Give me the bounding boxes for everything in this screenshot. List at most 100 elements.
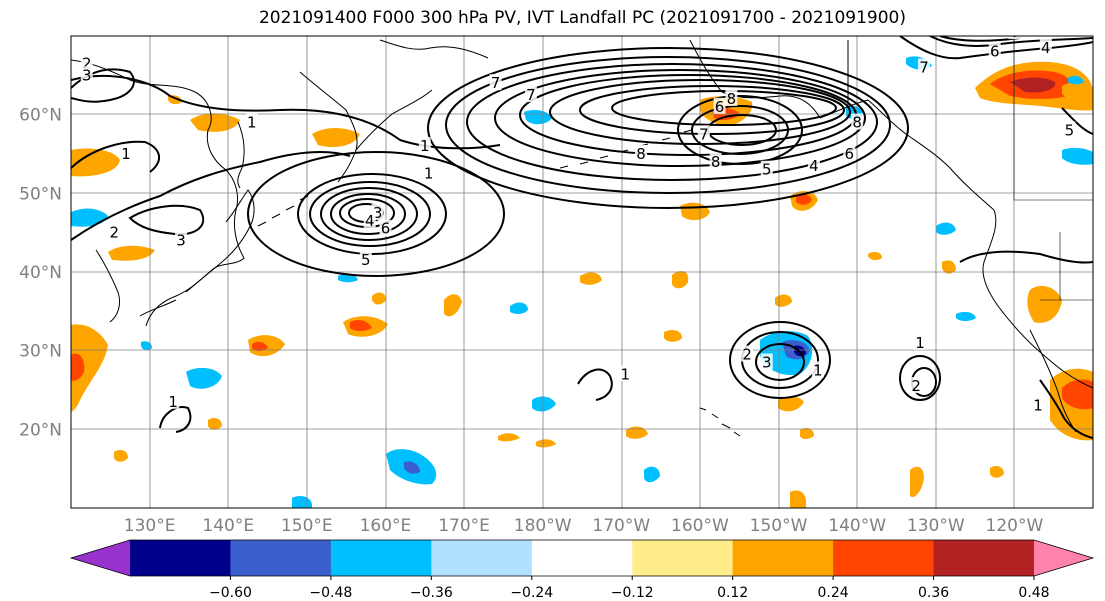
- contour-label-background: [167, 392, 180, 409]
- contour-label-background: [1039, 38, 1052, 55]
- contour-label-background: [489, 74, 502, 91]
- pv-anomaly-patch: [510, 302, 528, 314]
- contour-label: 2: [109, 224, 119, 242]
- contour-label-background: [713, 97, 726, 114]
- lon-tick-label: 160°E: [360, 516, 412, 536]
- lon-tick-label: 130°W: [907, 516, 965, 536]
- pv-anomaly-patch: [956, 311, 976, 321]
- pv-anomaly-patch: [644, 466, 660, 483]
- contour-label: 1: [813, 361, 823, 379]
- contour-label: 5: [1065, 121, 1075, 139]
- pv-anomaly-patch: [404, 461, 420, 474]
- pv-negative-anomalies: [71, 56, 1093, 508]
- contour-label: 7: [526, 86, 536, 104]
- lat-tick-label: 60°N: [19, 106, 62, 126]
- pv-anomaly-patch: [71, 324, 108, 412]
- pv-anomaly-patch: [108, 245, 155, 261]
- pv-anomaly-patch: [524, 110, 552, 125]
- colorbar-tick-label: −0.48: [309, 585, 352, 601]
- contour-label-background: [379, 219, 392, 236]
- lon-tick-label: 140°W: [828, 516, 886, 536]
- contour-label-background: [917, 58, 930, 75]
- contour-label: 6: [1010, 23, 1020, 41]
- lon-tick-label: 140°E: [202, 516, 254, 536]
- colorbar-tick-labels: −0.60 −0.48 −0.36 −0.24 −0.12 0.12 0.24 0.36 0.4…: [209, 576, 1050, 601]
- contour-label: 3: [762, 353, 772, 371]
- contour-label: 8: [636, 145, 646, 163]
- lon-tick-label: 170°W: [592, 516, 650, 536]
- contour-label: 1: [620, 365, 630, 383]
- contour-label-background: [811, 361, 824, 378]
- colorbar-bin: [230, 540, 332, 576]
- lon-tick-label: 150°W: [750, 516, 808, 536]
- contour-label-background: [851, 113, 864, 130]
- colorbar-outline: [69, 539, 1095, 577]
- contour-label: 3: [82, 66, 92, 84]
- contour-label-background: [418, 137, 431, 154]
- contour-label-background: [1008, 36, 1021, 40]
- contour-label-background: [914, 333, 927, 350]
- pv-anomaly-patch: [664, 330, 682, 342]
- pv-anomaly-patch: [71, 353, 85, 381]
- page-title: 2021091400 F000 300 hPa PV, IVT Landfall…: [258, 8, 906, 28]
- contour-label: 1: [915, 334, 925, 352]
- contour-label: 7: [699, 125, 709, 143]
- contour-label: 1: [1033, 397, 1043, 415]
- pv-contours: [71, 36, 1093, 439]
- pv-anomaly-patch: [1068, 75, 1084, 85]
- lat-tick-label: 30°N: [19, 342, 62, 362]
- longitude-tick-labels: 130°E 140°E 150°E 160°E 170°E 180°W 170°W 160°W…: [124, 516, 1044, 536]
- contour-label: 3: [373, 204, 383, 222]
- contour-label-background: [725, 89, 738, 106]
- contour-label: 3: [176, 232, 186, 250]
- contour-label: 6: [715, 98, 725, 116]
- contour-label: 8: [852, 114, 862, 132]
- contour-label: 4: [1041, 39, 1051, 57]
- contour-label: 7: [491, 74, 501, 92]
- pv-anomaly-patch: [71, 148, 120, 177]
- pv-anomaly-patch: [536, 439, 556, 448]
- pv-anomaly-patch: [942, 260, 956, 274]
- colorbar-bin: [130, 540, 231, 576]
- colorbar-tick-label: 0.48: [1018, 585, 1049, 601]
- lon-tick-label: 170°E: [438, 516, 490, 536]
- lat-tick-label: 50°N: [19, 184, 62, 204]
- pv-anomaly-patch: [252, 341, 268, 351]
- pv-anomaly-patch: [532, 396, 556, 412]
- contour-label-background: [619, 365, 632, 382]
- colorbar-bin: [531, 540, 633, 576]
- colorbar-tick-label: 0.12: [717, 585, 748, 601]
- colorbar-tick-label: −0.12: [611, 585, 654, 601]
- colorbar-bin: [833, 540, 935, 576]
- pv-anomaly-patch: [936, 222, 956, 235]
- contour-label-background: [910, 377, 923, 394]
- contour-label-background: [807, 156, 820, 173]
- colorbar-tick-label: −0.24: [510, 585, 553, 601]
- lon-tick-label: 130°E: [124, 516, 176, 536]
- coastlines: [71, 36, 1093, 437]
- lon-tick-label: 160°W: [671, 516, 729, 536]
- colorbar-tick-label: −0.60: [209, 585, 252, 601]
- latitude-tick-labels: 20°N 30°N 40°N 50°N 60°N: [19, 106, 62, 441]
- contour-label: 2: [742, 346, 752, 364]
- contour-label: 1: [247, 114, 257, 132]
- contour-label-background: [363, 211, 376, 228]
- pv-anomaly-patch: [796, 193, 812, 205]
- lat-tick-label: 40°N: [19, 263, 62, 283]
- contour-label-background: [709, 152, 722, 169]
- contour-label: 1: [420, 137, 430, 155]
- pv-anomaly-patch: [800, 428, 814, 439]
- contour-label: 8: [727, 90, 737, 108]
- contour-label: 6: [845, 145, 855, 163]
- pv-anomaly-patch: [580, 272, 602, 285]
- pv-anomaly-patch: [444, 294, 462, 317]
- pv-anomaly-patch: [186, 367, 222, 389]
- pv-anomaly-patch: [910, 466, 924, 498]
- contour-label: 4: [809, 157, 819, 175]
- contour-label-background: [1063, 121, 1076, 138]
- contour-label: 6: [381, 220, 391, 238]
- contour-label-background: [175, 231, 188, 248]
- pv-anomaly-patch: [1062, 81, 1093, 102]
- contour-label-background: [359, 251, 372, 268]
